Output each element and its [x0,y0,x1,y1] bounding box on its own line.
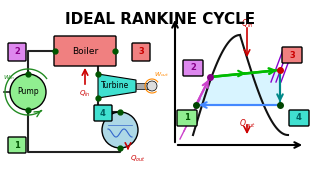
Circle shape [10,74,46,110]
FancyBboxPatch shape [282,47,302,63]
FancyBboxPatch shape [54,36,116,66]
FancyBboxPatch shape [132,43,150,61]
Text: 3: 3 [138,48,144,57]
Text: IDEAL RANKINE CYCLE: IDEAL RANKINE CYCLE [65,12,255,27]
Text: $W_{out}$: $W_{out}$ [154,70,170,79]
Text: Turbine: Turbine [101,82,129,91]
Text: $Q_{in}$: $Q_{in}$ [241,18,253,30]
Polygon shape [98,74,136,98]
Text: Pump: Pump [17,87,39,96]
FancyBboxPatch shape [94,105,112,121]
Text: $W_{in}$: $W_{in}$ [3,73,15,82]
Text: Boiler: Boiler [72,46,98,55]
Text: 1: 1 [184,114,190,123]
Text: $Q_{in}$: $Q_{in}$ [79,89,91,99]
FancyBboxPatch shape [183,60,203,76]
FancyBboxPatch shape [8,43,26,61]
Circle shape [147,81,157,91]
Text: 3: 3 [289,51,295,60]
Text: $Q_{out}$: $Q_{out}$ [130,154,146,164]
Bar [136,83,148,89]
FancyBboxPatch shape [8,137,26,153]
FancyBboxPatch shape [177,110,197,126]
Circle shape [102,112,138,148]
Text: 2: 2 [190,64,196,73]
Text: 2: 2 [14,48,20,57]
Text: 4: 4 [100,109,106,118]
Text: $Q_{out}$: $Q_{out}$ [238,118,255,130]
Text: 1: 1 [14,141,20,150]
Polygon shape [196,70,280,105]
FancyBboxPatch shape [289,110,309,126]
Text: 4: 4 [296,114,302,123]
